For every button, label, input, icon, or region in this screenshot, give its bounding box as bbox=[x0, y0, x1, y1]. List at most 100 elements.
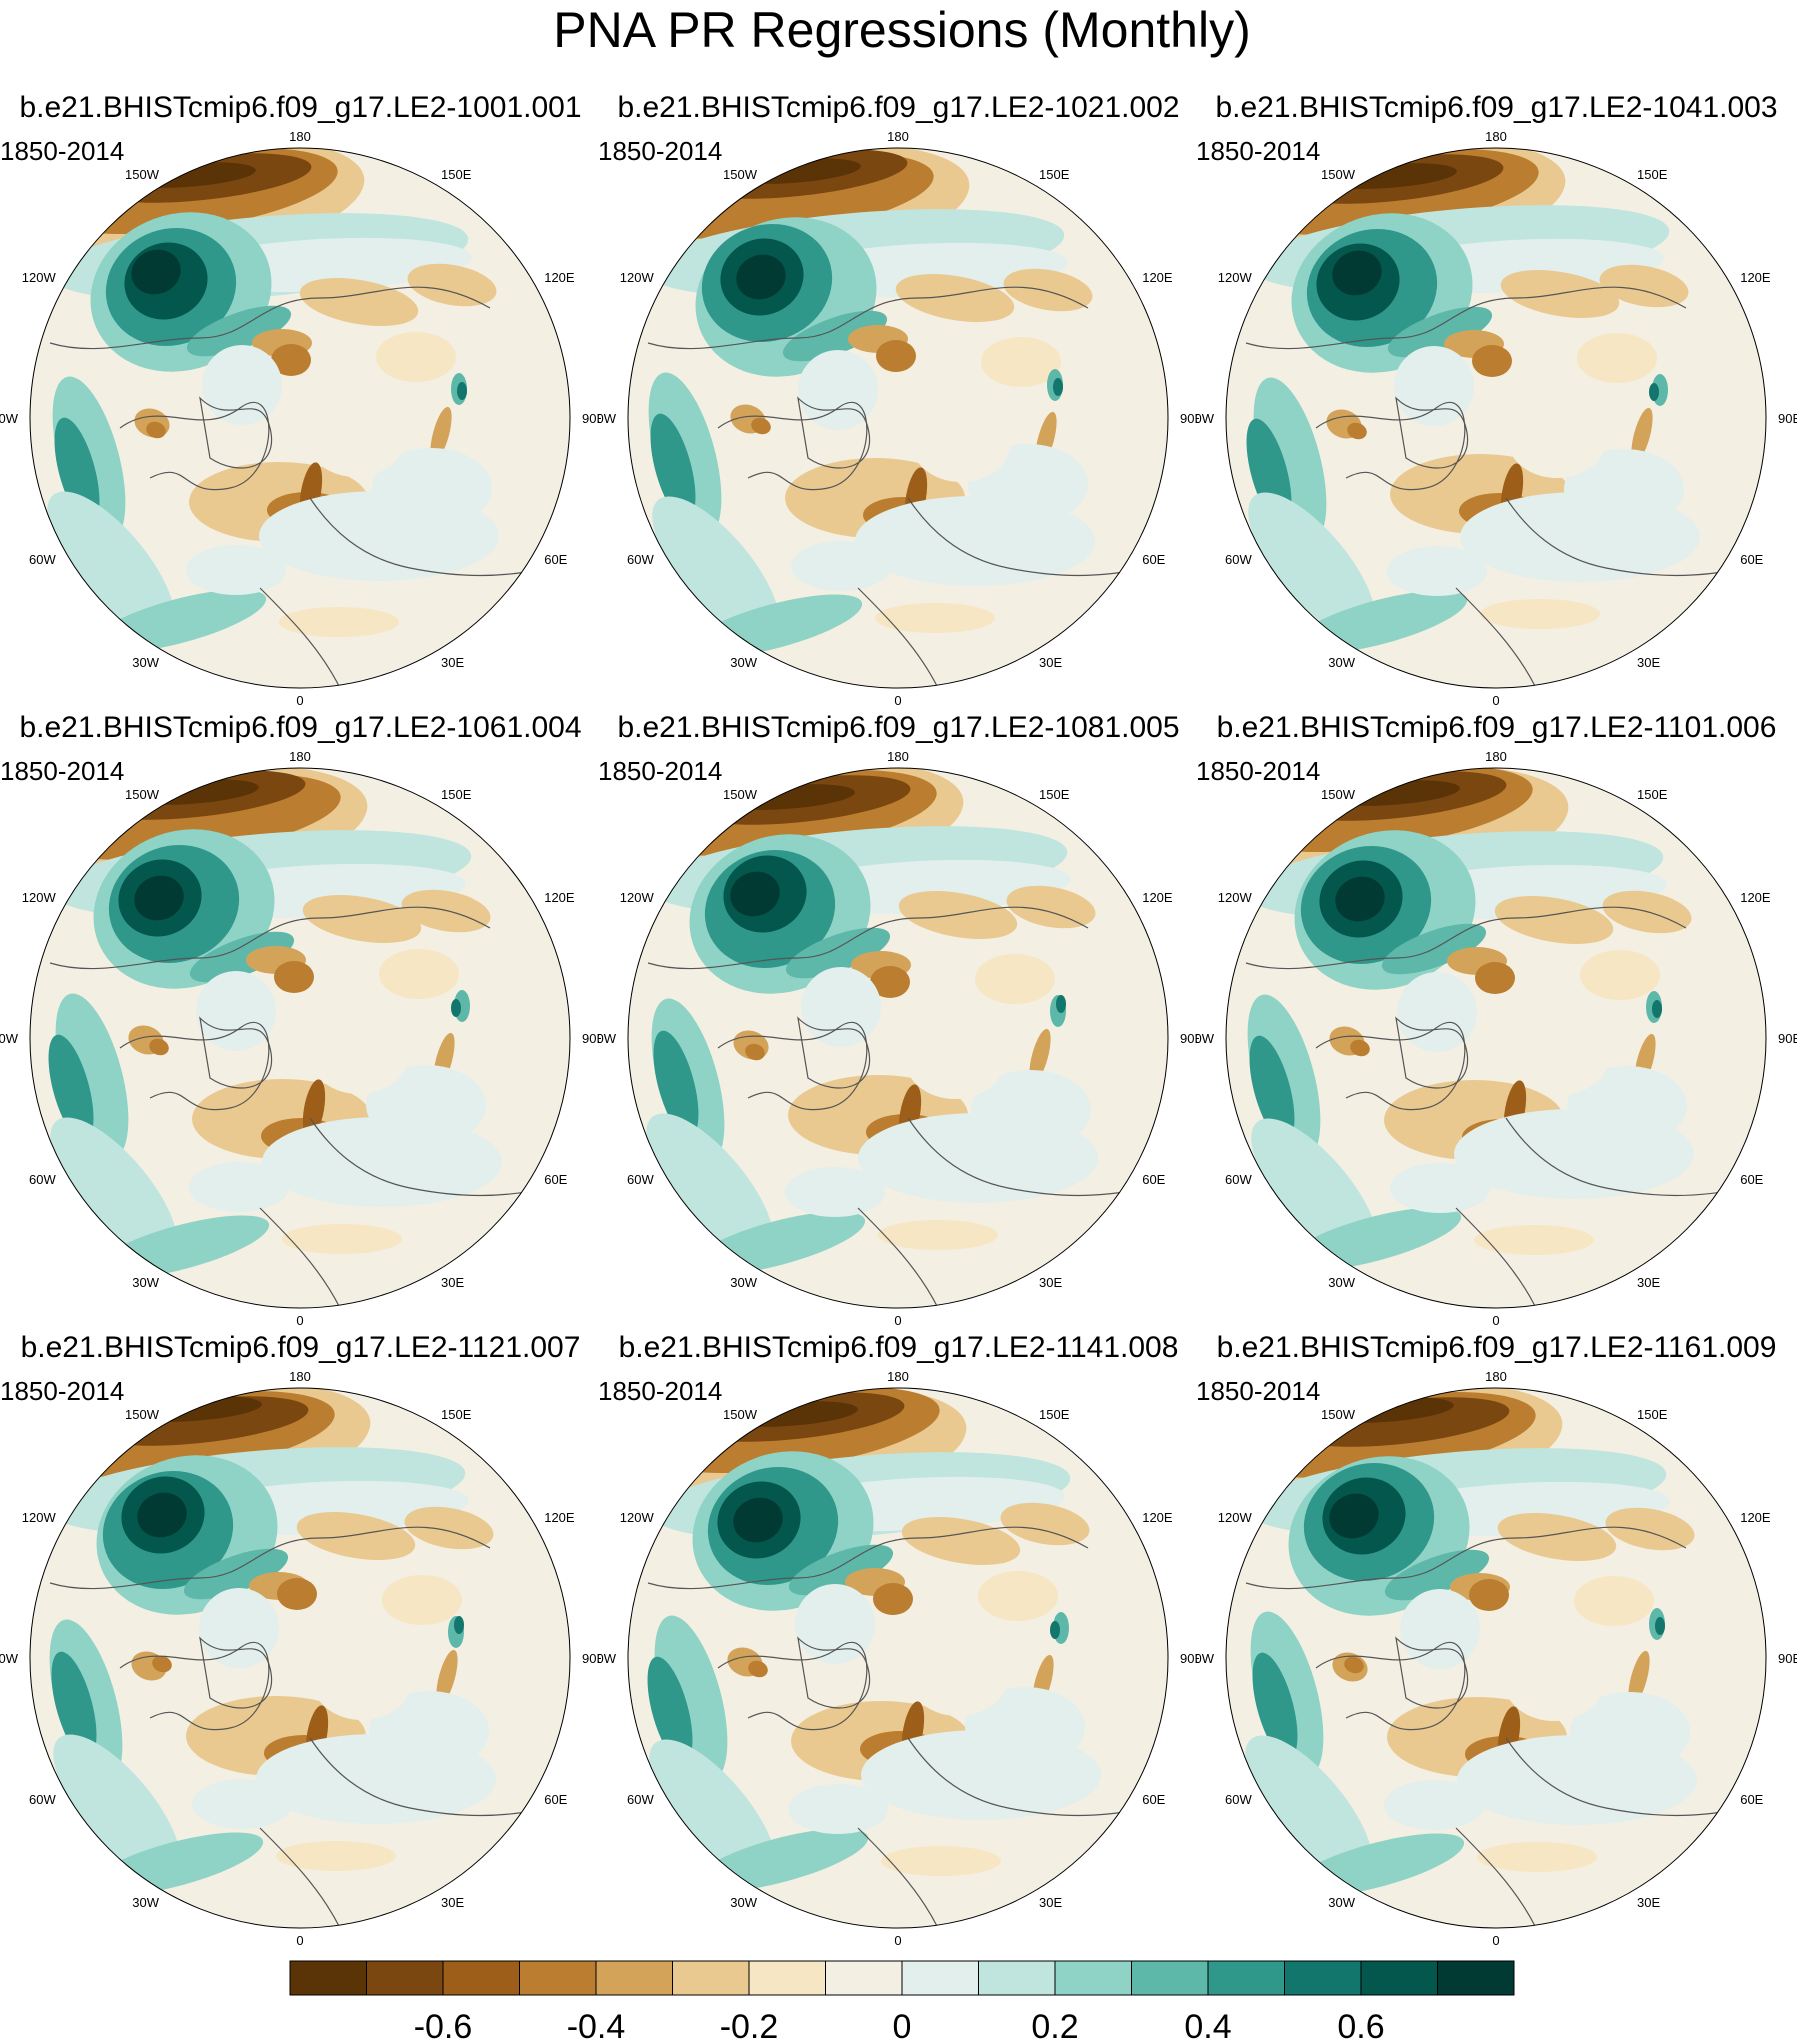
map-border bbox=[1225, 1387, 1767, 1929]
longitude-label: 150W bbox=[723, 787, 758, 802]
anomaly-contour bbox=[751, 417, 771, 435]
anomaly-contour bbox=[1344, 1656, 1364, 1674]
anomaly-contour bbox=[908, 1636, 1008, 1716]
map-border bbox=[29, 1387, 571, 1929]
polar-map: 180 150E 120E 90E 60E 30E 0 30W 60W 90W 120W 150W18… bbox=[1196, 749, 1797, 1328]
anomaly-contour bbox=[1003, 268, 1093, 312]
anomaly-contour bbox=[1599, 264, 1689, 308]
longitude-label: 60W bbox=[627, 552, 654, 567]
map-panel: b.e21.BHISTcmip6.f09_g17.LE2-1141.008 180… bbox=[598, 1328, 1199, 1948]
longitude-label: 60E bbox=[544, 1172, 567, 1187]
anomaly-contour bbox=[186, 545, 286, 595]
panel-title: b.e21.BHISTcmip6.f09_g17.LE2-1141.008 bbox=[618, 1331, 1179, 1364]
anomaly-contour bbox=[745, 1043, 765, 1061]
panel-title: b.e21.BHISTcmip6.f09_g17.LE2-1101.006 bbox=[1216, 711, 1777, 744]
anomaly-contour bbox=[785, 1167, 885, 1217]
anomaly-contour bbox=[192, 1779, 292, 1829]
colorbar-swatch bbox=[1284, 1960, 1362, 1996]
anomaly-contour bbox=[788, 1784, 888, 1834]
anomaly-contour bbox=[1384, 1549, 1490, 1601]
anomaly-contour bbox=[1400, 1589, 1480, 1669]
longitude-label: 90E bbox=[582, 1651, 601, 1666]
longitude-label: 60W bbox=[29, 1792, 56, 1807]
anomaly-contour bbox=[1580, 950, 1660, 1000]
coastline bbox=[647, 1526, 1149, 1928]
map-panel: b.e21.BHISTcmip6.f09_g17.LE2-1101.006 180… bbox=[1196, 708, 1797, 1328]
polar-map: 180 150E 120E 90E 60E 30E 0 30W 60W 90W 120W 150W18… bbox=[598, 1369, 1199, 1948]
longitude-label: 90E bbox=[582, 1031, 601, 1046]
anomaly-contour bbox=[791, 541, 891, 591]
longitude-label: 120E bbox=[1740, 890, 1771, 905]
anomaly-contour bbox=[54, 417, 100, 525]
longitude-label: 60E bbox=[1740, 1172, 1763, 1187]
colorbar-swatch bbox=[1054, 1960, 1132, 1996]
anomaly-contour bbox=[1245, 1735, 1373, 1881]
colorbar-swatch bbox=[1131, 1960, 1209, 1996]
coastline bbox=[647, 286, 1149, 688]
colorbar-tick-label: 0 bbox=[893, 2008, 912, 2042]
longitude-label: 30E bbox=[441, 655, 464, 670]
period-label: 1850-2014 bbox=[1196, 756, 1320, 786]
longitude-label: 30E bbox=[1039, 655, 1062, 670]
anomaly-contour bbox=[196, 971, 276, 1051]
map-border bbox=[1225, 767, 1767, 1309]
map-panel: b.e21.BHISTcmip6.f09_g17.LE2-1001.001 180… bbox=[0, 88, 601, 708]
anomaly-contour bbox=[51, 1651, 97, 1759]
longitude-label: 30W bbox=[1328, 1895, 1355, 1910]
longitude-label: 30E bbox=[1039, 1275, 1062, 1290]
longitude-label: 150E bbox=[1039, 1407, 1070, 1422]
anomaly-contour bbox=[875, 603, 995, 633]
anomaly-contour bbox=[905, 1019, 1005, 1099]
anomaly-contour bbox=[1335, 876, 1385, 922]
polar-map: 180 150E 120E 90E 60E 30E 0 30W 60W 90W 120W 150W18… bbox=[1196, 1369, 1797, 1948]
anomaly-contour bbox=[152, 1655, 172, 1673]
longitude-label: 150W bbox=[125, 787, 160, 802]
colorbar-swatch bbox=[595, 1960, 673, 1996]
anomaly-contour bbox=[376, 332, 456, 382]
anomaly-contour bbox=[48, 1034, 94, 1142]
anomaly-contour bbox=[296, 1511, 416, 1561]
colorbar-swatch bbox=[519, 1960, 597, 1996]
polar-map: 180 150E 120E 90E 60E 30E 0 30W 60W 90W 120W 150W18… bbox=[598, 749, 1199, 1328]
longitude-label: 120E bbox=[1142, 270, 1173, 285]
anomaly-contour bbox=[1472, 345, 1512, 377]
anomaly-contour bbox=[878, 1220, 998, 1250]
period-label: 1850-2014 bbox=[598, 136, 722, 166]
anomaly-contour bbox=[282, 1224, 402, 1254]
polar-map: 180 150E 120E 90E 60E 30E 0 30W 60W 90W 120W 150W18… bbox=[0, 749, 601, 1328]
anomaly-contour bbox=[454, 1616, 464, 1634]
longitude-label: 120E bbox=[544, 270, 575, 285]
anomaly-contour bbox=[733, 1497, 783, 1543]
longitude-label: 60W bbox=[627, 1792, 654, 1807]
longitude-label: 30W bbox=[132, 1895, 159, 1910]
anomaly-contour bbox=[1497, 1512, 1617, 1562]
anomaly-contour bbox=[1574, 1576, 1654, 1626]
longitude-label: 180 bbox=[289, 129, 311, 144]
anomaly-contour bbox=[801, 967, 881, 1047]
anomaly-contour bbox=[382, 1575, 462, 1625]
colorbar-tick-label: 0.2 bbox=[1031, 2008, 1078, 2042]
panel-title: b.e21.BHISTcmip6.f09_g17.LE2-1001.001 bbox=[19, 91, 582, 124]
colorbar-swatch bbox=[672, 1960, 750, 1996]
longitude-label: 90W bbox=[1196, 411, 1215, 426]
anomaly-contour bbox=[276, 1841, 396, 1871]
longitude-label: 150W bbox=[723, 167, 758, 182]
anomaly-contour bbox=[788, 1544, 894, 1596]
panel-title: b.e21.BHISTcmip6.f09_g17.LE2-1021.002 bbox=[617, 91, 1180, 124]
longitude-label: 150W bbox=[1321, 1407, 1356, 1422]
longitude-label: 120W bbox=[620, 1510, 655, 1525]
longitude-label: 90E bbox=[1778, 1031, 1797, 1046]
anomaly-contour bbox=[1504, 1641, 1604, 1721]
longitude-label: 180 bbox=[1485, 129, 1507, 144]
coastline bbox=[49, 286, 551, 688]
coastline bbox=[1245, 906, 1747, 1308]
map-panel: b.e21.BHISTcmip6.f09_g17.LE2-1061.004 180… bbox=[0, 708, 601, 1328]
anomaly-contour bbox=[782, 310, 888, 362]
longitude-label: 150E bbox=[1039, 167, 1070, 182]
longitude-label: 150E bbox=[441, 787, 472, 802]
map-panel: b.e21.BHISTcmip6.f09_g17.LE2-1041.003 180… bbox=[1196, 88, 1797, 708]
colorbar-swatch bbox=[442, 1960, 520, 1996]
period-label: 1850-2014 bbox=[598, 1376, 722, 1406]
anomaly-contour bbox=[785, 927, 891, 979]
anomaly-contour bbox=[274, 961, 314, 993]
